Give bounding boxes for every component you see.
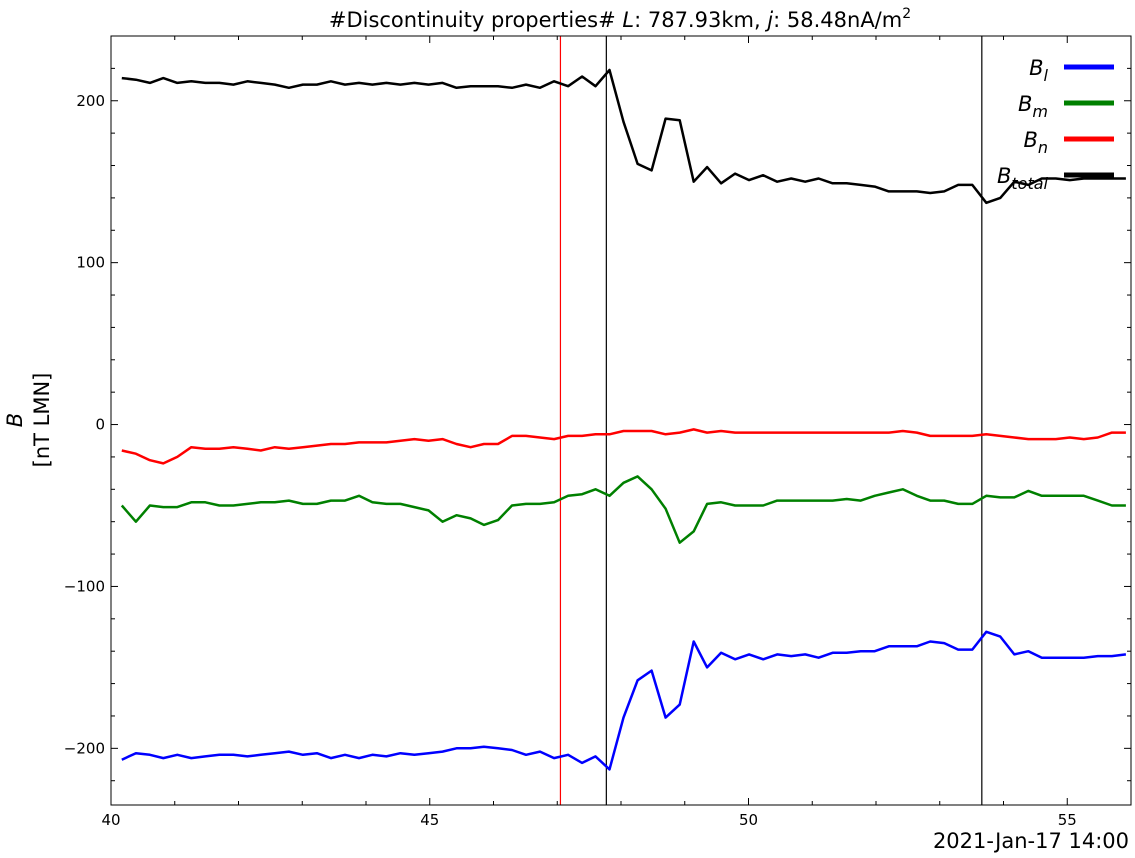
x-tick-label: 55 (1058, 811, 1077, 829)
y-tick-label: 100 (76, 254, 105, 272)
legend-item-total: Btotal (997, 164, 1114, 193)
legend-label-sub: m (1032, 102, 1048, 121)
axis-ticks (110, 35, 1132, 805)
y-tick-label: 0 (95, 416, 105, 434)
series-line-b-l (121, 630, 1127, 771)
y-tick-label: −100 (64, 577, 105, 595)
title-l-value: : 787.93km, (634, 8, 767, 32)
legend-item-l: Bl (1029, 56, 1114, 85)
legend-label: Bl (1029, 56, 1048, 85)
plot-area (120, 36, 1127, 805)
vertical-markers (559, 36, 983, 805)
legend-label-sub: n (1038, 138, 1048, 157)
series-line-b-m (120, 475, 1126, 544)
legend-item-n: Bn (1023, 128, 1114, 157)
legend-label-base: B (1023, 128, 1037, 152)
y-tick-label: 200 (76, 92, 105, 110)
title-j-exponent: 2 (902, 6, 911, 22)
legend-label-base: B (1029, 56, 1043, 80)
series-lines (120, 68, 1127, 771)
title-l-symbol: L (622, 8, 634, 32)
series-line-b-total (121, 68, 1126, 205)
y-tick-label: −200 (64, 739, 105, 757)
legend-label: Bn (1023, 128, 1048, 157)
tick-labels: 40 45 50 55 200 100 0 −100 −200 (64, 92, 1077, 829)
plot-frame (110, 35, 1132, 806)
title-j-symbol: j (764, 8, 773, 32)
legend-label-base: B (997, 164, 1011, 188)
legend-label-sub: l (1044, 66, 1049, 85)
title-j-value: : 58.48nA/m (773, 8, 902, 32)
title-prefix: #Discontinuity properties# (329, 8, 623, 32)
legend-label: Bm (1018, 92, 1048, 121)
x-tick-label: 45 (420, 811, 439, 829)
legend-label-sub: total (1011, 174, 1048, 193)
x-tick-label: 50 (739, 811, 758, 829)
legend-item-m: Bm (1018, 92, 1114, 121)
date-label: 2021-Jan-17 14:00 (933, 829, 1129, 853)
series-line-b-n (121, 428, 1126, 465)
legend-label: Btotal (997, 164, 1049, 193)
legend-label-base: B (1018, 92, 1032, 116)
x-tick-label: 40 (101, 811, 120, 829)
y-axis-label-units: [nT LMN] (30, 373, 54, 468)
chart-title: #Discontinuity properties# L: 787.93km, … (329, 6, 911, 32)
y-axis-label-symbol: B (3, 413, 27, 427)
y-axis-label: B [nT LMN] (3, 373, 54, 468)
